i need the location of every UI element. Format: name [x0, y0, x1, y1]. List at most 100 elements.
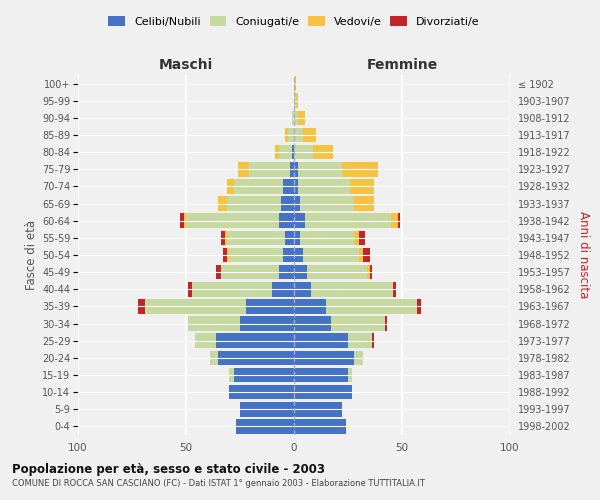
Bar: [229, 248, 283, 262]
Bar: [188, 282, 193, 296]
Bar: [194, 334, 216, 348]
Bar: [359, 230, 365, 245]
Bar: [221, 265, 279, 280]
Bar: [294, 299, 326, 314]
Bar: [311, 282, 394, 296]
Bar: [227, 196, 281, 211]
Bar: [286, 128, 287, 142]
Bar: [355, 350, 363, 365]
Bar: [367, 265, 370, 280]
Bar: [355, 196, 374, 211]
Bar: [359, 248, 363, 262]
Bar: [348, 368, 352, 382]
Bar: [227, 179, 233, 194]
Bar: [227, 248, 229, 262]
Bar: [290, 162, 294, 176]
Bar: [313, 145, 333, 160]
Bar: [236, 419, 294, 434]
Bar: [294, 282, 311, 296]
Bar: [363, 248, 370, 262]
Bar: [229, 368, 233, 382]
Text: Maschi: Maschi: [159, 58, 213, 71]
Bar: [294, 248, 302, 262]
Bar: [294, 76, 296, 91]
Bar: [218, 350, 294, 365]
Bar: [391, 214, 398, 228]
Bar: [139, 299, 145, 314]
Bar: [294, 350, 355, 365]
Bar: [294, 368, 348, 382]
Bar: [294, 230, 301, 245]
Bar: [286, 230, 294, 245]
Bar: [240, 402, 294, 416]
Y-axis label: Fasce di età: Fasce di età: [25, 220, 38, 290]
Bar: [372, 334, 374, 348]
Bar: [227, 230, 286, 245]
Bar: [294, 196, 301, 211]
Bar: [294, 419, 346, 434]
Bar: [292, 145, 294, 160]
Bar: [283, 179, 294, 194]
Bar: [298, 179, 350, 194]
Bar: [294, 385, 352, 400]
Bar: [394, 282, 395, 296]
Text: Popolazione per età, sesso e stato civile - 2003: Popolazione per età, sesso e stato civil…: [12, 462, 325, 475]
Bar: [326, 299, 417, 314]
Bar: [216, 334, 294, 348]
Bar: [301, 196, 355, 211]
Bar: [279, 265, 294, 280]
Bar: [294, 128, 302, 142]
Bar: [307, 265, 367, 280]
Bar: [188, 316, 240, 331]
Bar: [287, 128, 294, 142]
Bar: [294, 179, 298, 194]
Bar: [298, 162, 341, 176]
Bar: [294, 94, 296, 108]
Bar: [248, 162, 290, 176]
Bar: [238, 162, 248, 176]
Bar: [275, 145, 279, 160]
Bar: [294, 265, 307, 280]
Text: Femmine: Femmine: [367, 58, 437, 71]
Bar: [279, 145, 292, 160]
Bar: [210, 350, 218, 365]
Bar: [225, 230, 227, 245]
Y-axis label: Anni di nascita: Anni di nascita: [577, 212, 590, 298]
Bar: [348, 334, 372, 348]
Bar: [305, 214, 391, 228]
Bar: [145, 299, 247, 314]
Bar: [272, 282, 294, 296]
Text: COMUNE DI ROCCA SAN CASCIANO (FC) - Dati ISTAT 1° gennaio 2003 - Elaborazione TU: COMUNE DI ROCCA SAN CASCIANO (FC) - Dati…: [12, 479, 425, 488]
Bar: [186, 214, 279, 228]
Bar: [216, 265, 221, 280]
Bar: [233, 179, 283, 194]
Bar: [179, 214, 184, 228]
Bar: [417, 299, 421, 314]
Legend: Celibi/Nubili, Coniugati/e, Vedovi/e, Divorziati/e: Celibi/Nubili, Coniugati/e, Vedovi/e, Di…: [109, 16, 479, 26]
Bar: [301, 230, 355, 245]
Bar: [240, 316, 294, 331]
Bar: [279, 214, 294, 228]
Bar: [294, 402, 341, 416]
Bar: [294, 214, 305, 228]
Bar: [385, 316, 387, 331]
Bar: [221, 230, 225, 245]
Bar: [302, 128, 316, 142]
Bar: [292, 110, 294, 125]
Bar: [281, 196, 294, 211]
Bar: [302, 248, 359, 262]
Bar: [283, 248, 294, 262]
Bar: [223, 248, 227, 262]
Bar: [370, 265, 372, 280]
Bar: [350, 179, 374, 194]
Bar: [247, 299, 294, 314]
Bar: [294, 334, 348, 348]
Bar: [298, 110, 305, 125]
Bar: [296, 94, 298, 108]
Bar: [229, 385, 294, 400]
Bar: [398, 214, 400, 228]
Bar: [294, 110, 298, 125]
Bar: [355, 230, 359, 245]
Bar: [294, 162, 298, 176]
Bar: [341, 162, 378, 176]
